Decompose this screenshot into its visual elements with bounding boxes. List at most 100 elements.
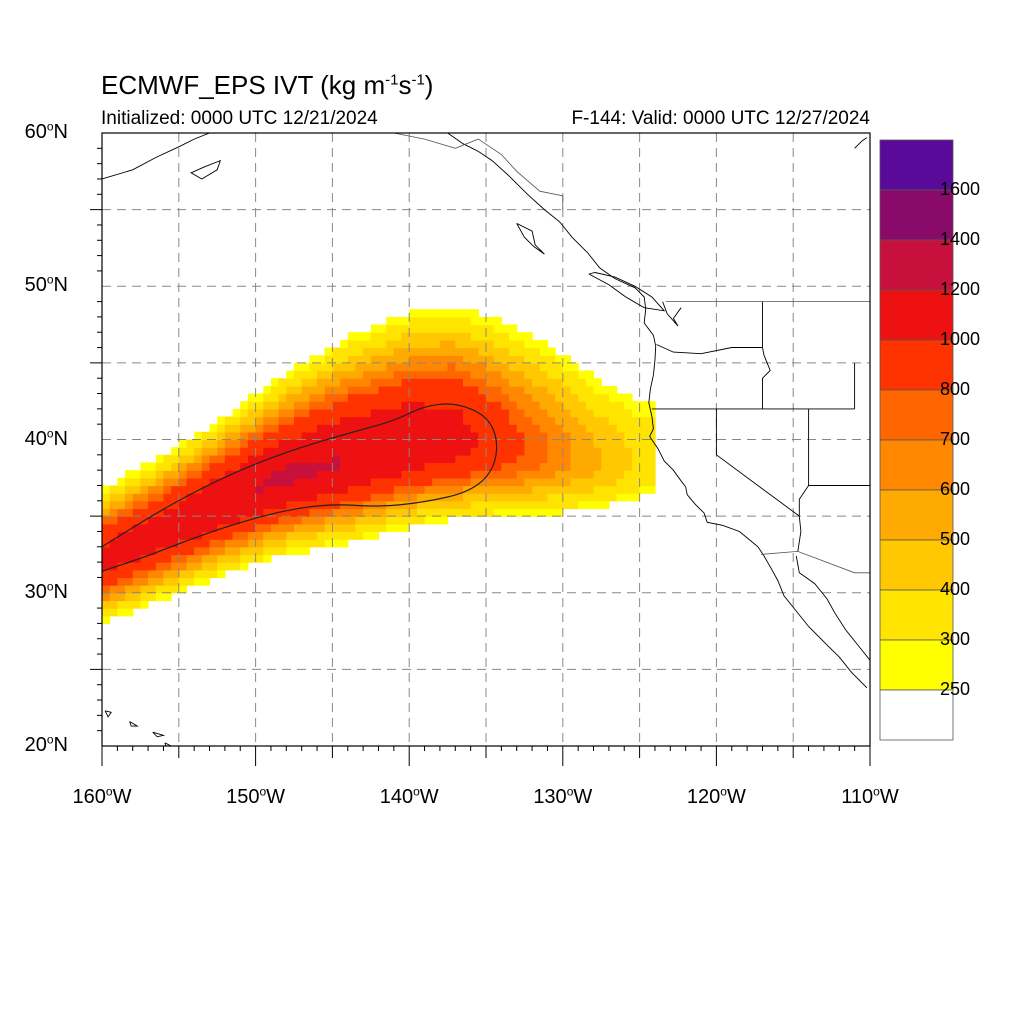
ivt-cell xyxy=(332,523,341,533)
ivt-cell xyxy=(194,431,203,441)
colorbar-label: 250 xyxy=(940,679,971,699)
ivt-cell xyxy=(532,370,541,379)
ivt-cell xyxy=(240,454,249,464)
ivt-cell xyxy=(409,424,418,433)
ivt-cell xyxy=(286,431,295,441)
ivt-cell xyxy=(378,408,387,418)
ivt-cell xyxy=(547,493,556,502)
ivt-cell xyxy=(547,355,556,364)
ivt-cell xyxy=(232,539,241,548)
ivt-cell xyxy=(201,531,211,540)
ivt-cell xyxy=(255,401,264,410)
ivt-cell xyxy=(601,408,610,418)
ivt-cell xyxy=(240,477,249,487)
ivt-cell xyxy=(117,500,126,510)
ivt-cell xyxy=(340,401,349,410)
ivt-cell xyxy=(363,477,372,487)
ivt-cell xyxy=(148,470,157,479)
ivt-cell xyxy=(532,378,541,387)
ivt-cell xyxy=(562,416,572,425)
ivt-cell xyxy=(301,401,310,410)
ivt-cell xyxy=(616,477,625,487)
ivt-cell xyxy=(524,454,533,464)
ivt-cell xyxy=(247,531,257,540)
ivt-cell xyxy=(347,462,357,471)
ivt-cell xyxy=(186,539,195,548)
ivt-cell xyxy=(340,539,349,548)
ivt-cell xyxy=(393,385,403,395)
ivt-cell xyxy=(209,431,218,441)
colorbar-label: 800 xyxy=(940,379,971,399)
ivt-cell xyxy=(616,401,625,410)
ivt-cell xyxy=(309,378,318,387)
gulf-of-california-outline xyxy=(795,555,870,661)
ivt-cell xyxy=(601,393,610,402)
ivt-cell xyxy=(102,539,111,548)
ivt-cell xyxy=(555,500,564,510)
ivt-cell xyxy=(524,462,533,471)
ivt-cell xyxy=(378,347,387,356)
ivt-cell xyxy=(424,454,433,464)
ivt-cell xyxy=(332,477,341,487)
ivt-cell xyxy=(140,493,149,502)
ivt-cell xyxy=(301,523,310,533)
ivt-cell xyxy=(240,539,249,548)
ivt-cell xyxy=(647,470,656,479)
ivt-cell xyxy=(247,500,257,510)
ivt-cell xyxy=(416,416,426,425)
ivt-cell xyxy=(201,470,211,479)
ivt-cell xyxy=(178,523,188,533)
ivt-cell xyxy=(347,355,357,364)
ivt-cell xyxy=(171,523,180,533)
ivt-cell xyxy=(439,378,449,387)
hawaii-island-maui xyxy=(152,731,166,738)
ivt-cell xyxy=(486,370,495,379)
ivt-cell xyxy=(409,431,418,441)
ivt-cell xyxy=(501,332,510,341)
ivt-cell xyxy=(539,431,549,441)
ivt-cell xyxy=(178,462,188,471)
ivt-cell xyxy=(570,424,579,433)
ivt-cell xyxy=(562,370,572,379)
ivt-cell xyxy=(516,393,525,402)
ivt-cell xyxy=(463,431,472,441)
ivt-cell xyxy=(370,493,380,502)
ivt-cell xyxy=(224,539,234,548)
ivt-cell xyxy=(539,454,549,464)
ivt-cell xyxy=(539,470,549,479)
ivt-cell xyxy=(608,401,618,410)
ivt-cell xyxy=(286,500,295,510)
ivt-cell xyxy=(355,508,364,517)
ivt-cell xyxy=(294,408,303,418)
ivt-cell xyxy=(209,539,218,548)
ivt-cell xyxy=(132,493,141,502)
ivt-cell xyxy=(647,416,656,425)
ivt-cell xyxy=(424,408,433,418)
ivt-cell xyxy=(171,546,180,556)
ivt-cell xyxy=(125,585,134,594)
ivt-cell xyxy=(585,477,595,487)
ivt-cell xyxy=(463,454,472,464)
ivt-cell xyxy=(363,401,372,410)
ivt-cell xyxy=(324,523,333,533)
ivt-cell xyxy=(624,470,633,479)
ivt-cell xyxy=(155,493,165,502)
ivt-cell xyxy=(562,378,572,387)
ivt-cell xyxy=(516,493,525,502)
ivt-cell xyxy=(132,577,141,586)
ivt-cell xyxy=(324,508,333,517)
ivt-cell xyxy=(555,439,564,448)
ivt-cell xyxy=(416,485,426,494)
longitude-label: 120oW xyxy=(686,784,746,808)
ivt-cell xyxy=(555,385,564,395)
ivt-cell xyxy=(232,516,241,525)
ivt-cell xyxy=(332,378,341,387)
ivt-cell xyxy=(578,447,587,456)
ivt-cell xyxy=(240,470,249,479)
ivt-cell xyxy=(532,439,541,448)
ivt-cell xyxy=(309,385,318,395)
ivt-cell xyxy=(286,408,295,418)
ivt-cell xyxy=(294,416,303,425)
ivt-cell xyxy=(278,477,287,487)
ivt-cell xyxy=(163,477,172,487)
